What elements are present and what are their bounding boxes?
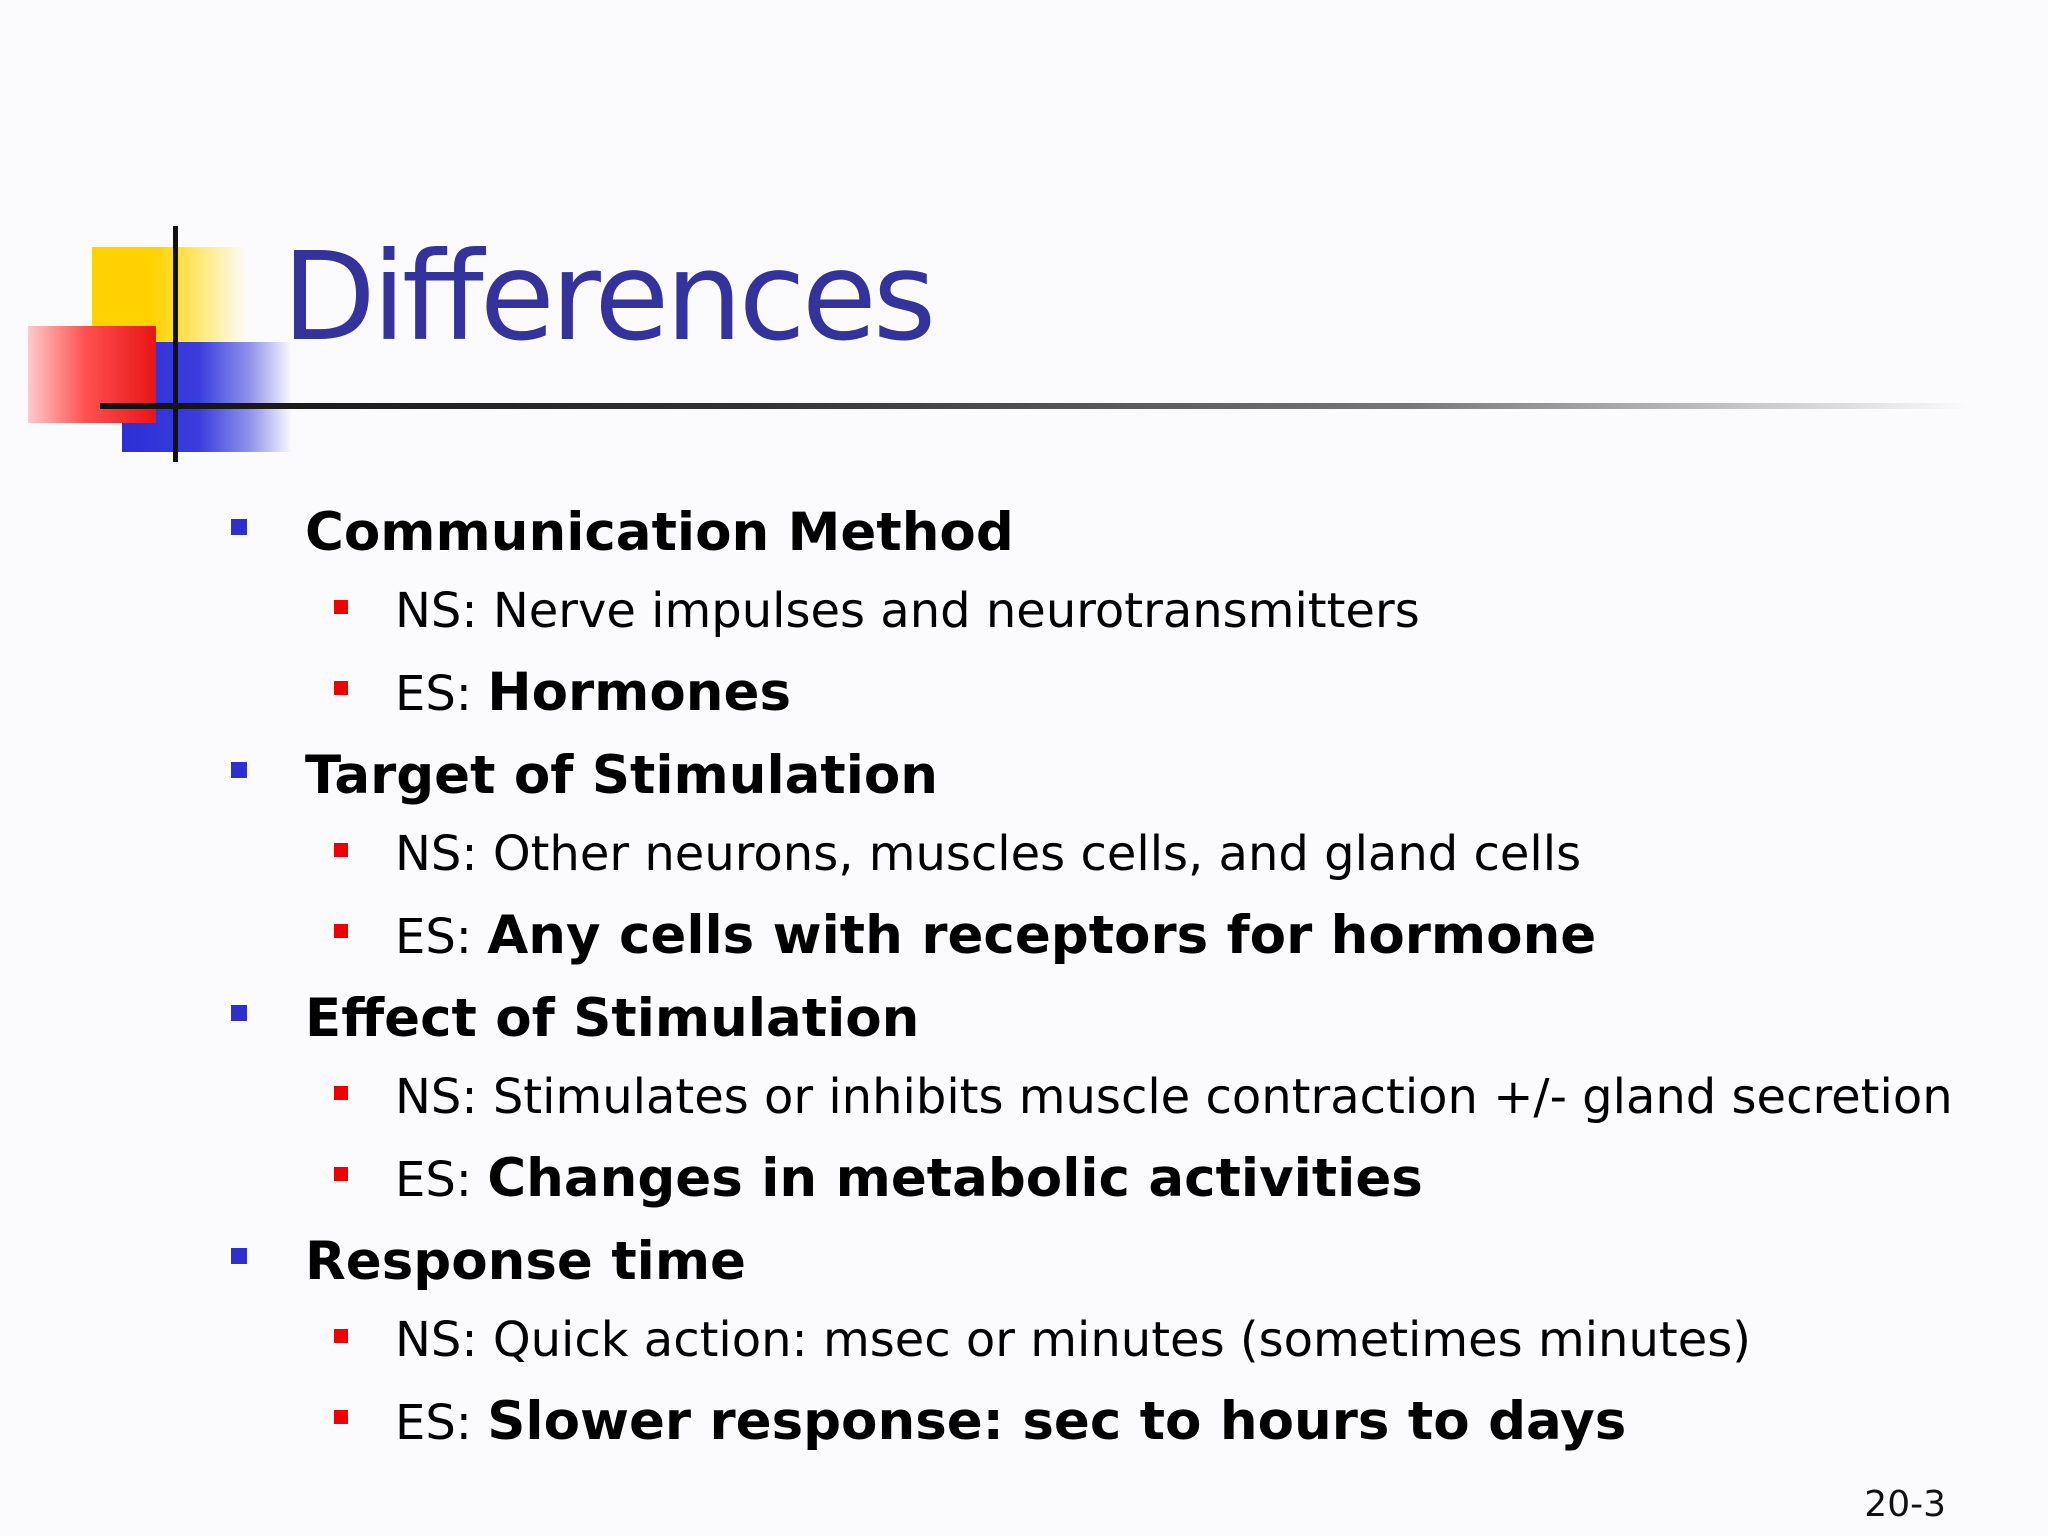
item-text: Stimulates or inhibits muscle contractio… (492, 1069, 1953, 1125)
title-underline (100, 403, 1970, 409)
level2-bullet-icon (334, 1167, 348, 1181)
section-heading: Response time (305, 1231, 747, 1292)
level1-bullet-icon (231, 1248, 247, 1264)
item-text-emphasis: Any cells with receptors for hormone (487, 905, 1597, 966)
item-text: Quick action: msec or minutes (sometimes… (492, 1312, 1751, 1368)
logo-vertical-line (173, 226, 178, 462)
list-item: ES: Hormones (395, 666, 791, 719)
level1-bullet-icon (231, 519, 247, 535)
list-item: ES: Any cells with receptors for hormone (395, 909, 1596, 962)
list-item: ES: Slower response: sec to hours to day… (395, 1395, 1626, 1448)
section-heading: Target of Stimulation (305, 745, 939, 806)
item-text-emphasis: Hormones (487, 662, 792, 723)
item-prefix: NS: (395, 826, 493, 882)
level2-bullet-icon (334, 843, 348, 857)
page-number: 20-3 (1864, 1484, 1946, 1525)
item-prefix: NS: (395, 1069, 493, 1125)
item-prefix: ES: (395, 909, 488, 965)
list-item: ES: Changes in metabolic activities (395, 1152, 1423, 1205)
item-text: Other neurons, muscles cells, and gland … (492, 826, 1582, 882)
level1-bullet-icon (231, 762, 247, 778)
list-item: NS: Stimulates or inhibits muscle contra… (395, 1073, 1953, 1121)
list-item: NS: Quick action: msec or minutes (somet… (395, 1316, 1751, 1364)
item-text-emphasis: Changes in metabolic activities (487, 1148, 1423, 1209)
slide-title: Differences (282, 226, 936, 368)
item-prefix: ES: (395, 666, 488, 722)
level1-bullet-icon (231, 1005, 247, 1021)
section-heading: Communication Method (305, 502, 1014, 563)
level2-bullet-icon (334, 1410, 348, 1424)
level2-bullet-icon (334, 600, 348, 614)
list-item: NS: Other neurons, muscles cells, and gl… (395, 830, 1581, 878)
item-prefix: NS: (395, 583, 493, 639)
item-prefix: NS: (395, 1312, 493, 1368)
item-prefix: ES: (395, 1152, 488, 1208)
item-text-emphasis: Slower response: sec to hours to days (487, 1391, 1627, 1452)
item-text: Nerve impulses and neurotransmitters (492, 583, 1420, 639)
level2-bullet-icon (334, 681, 348, 695)
level2-bullet-icon (334, 1086, 348, 1100)
list-item: NS: Nerve impulses and neurotransmitters (395, 587, 1420, 635)
section-heading: Effect of Stimulation (305, 988, 920, 1049)
level2-bullet-icon (334, 1329, 348, 1343)
level2-bullet-icon (334, 924, 348, 938)
item-prefix: ES: (395, 1395, 488, 1451)
